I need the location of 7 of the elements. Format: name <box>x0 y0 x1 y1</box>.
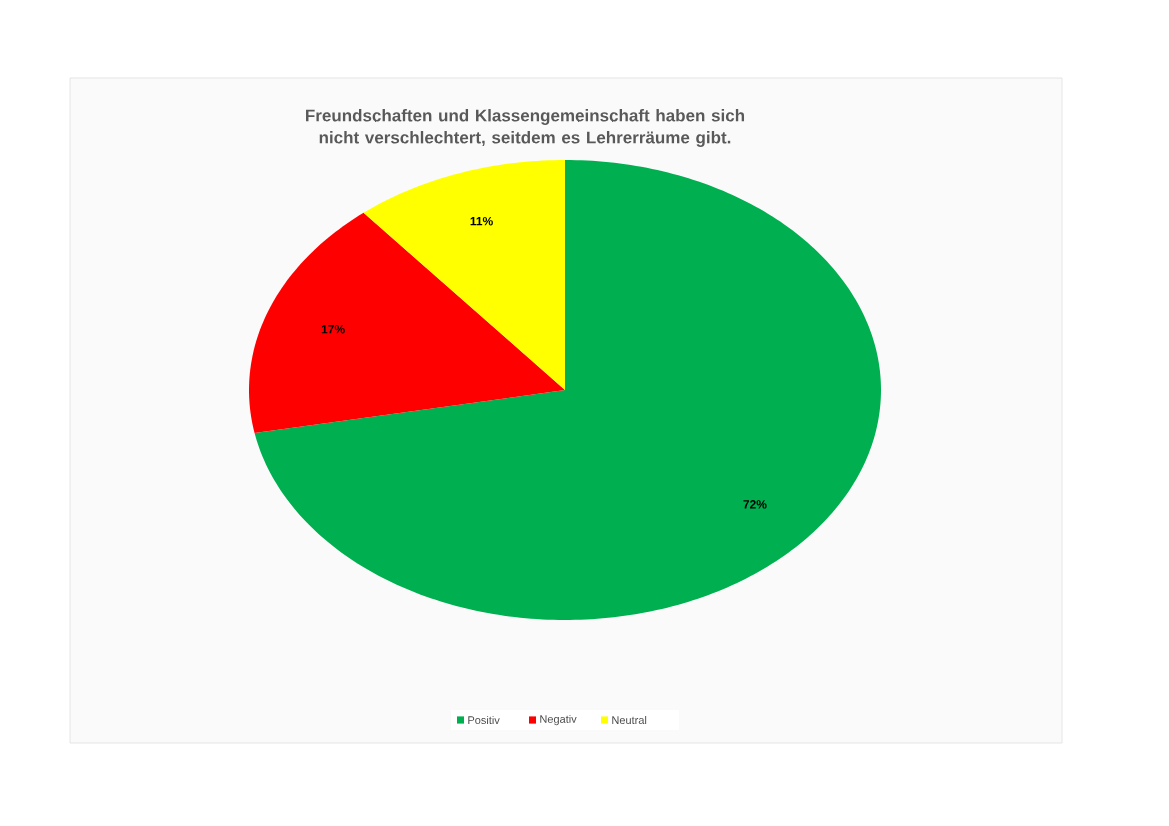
legend-label: Neutral <box>612 715 647 725</box>
data-label: 11% <box>470 216 493 226</box>
data-label: 72% <box>743 500 767 509</box>
data-label: 17% <box>321 325 345 334</box>
chart-title: Freundschaften und Klassengemeinschaft haben sich nicht verschlechtert, seitdem es Lehrerräume gibt. <box>306 109 745 147</box>
legend-label: Positiv <box>468 715 500 725</box>
legend-label: Negativ <box>540 714 577 726</box>
